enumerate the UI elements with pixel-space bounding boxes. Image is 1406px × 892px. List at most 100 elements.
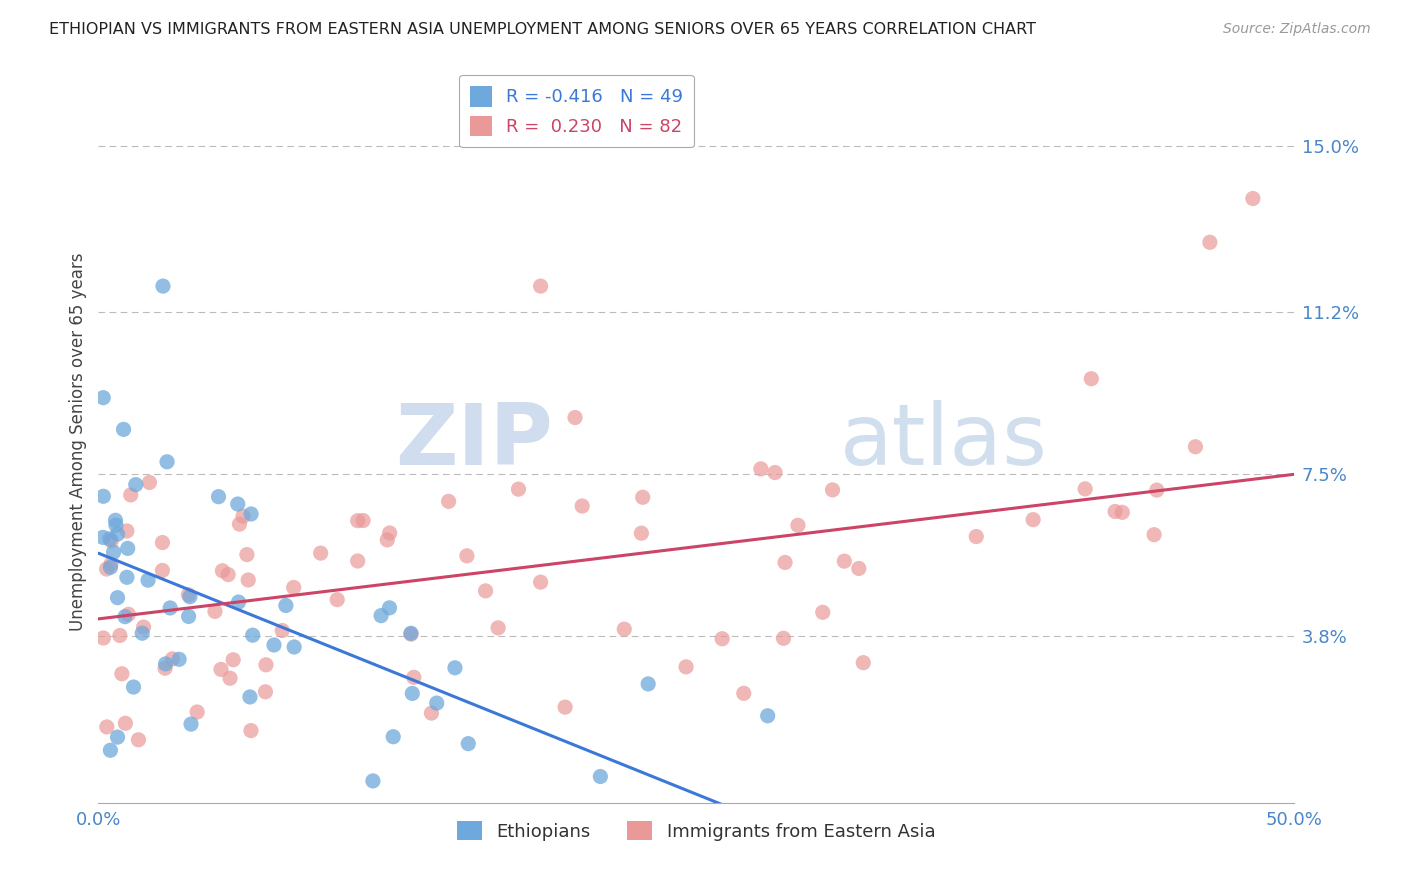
Point xyxy=(114,716,136,731)
Point xyxy=(125,477,148,491)
Point xyxy=(630,526,652,541)
Point xyxy=(474,583,496,598)
Point xyxy=(120,488,142,502)
Point xyxy=(127,732,149,747)
Point xyxy=(613,622,636,636)
Point xyxy=(156,455,179,469)
Point xyxy=(100,533,122,548)
Point xyxy=(399,627,422,641)
Point xyxy=(564,410,586,425)
Point xyxy=(152,279,174,293)
Text: ETHIOPIAN VS IMMIGRANTS FROM EASTERN ASIA UNEMPLOYMENT AMONG SENIORS OVER 65 YEA: ETHIOPIAN VS IMMIGRANTS FROM EASTERN ASI… xyxy=(49,22,1036,37)
Point xyxy=(180,717,202,731)
Point xyxy=(115,524,138,538)
Point xyxy=(848,561,870,575)
Point xyxy=(240,507,263,521)
Point xyxy=(219,671,242,685)
Point xyxy=(98,743,122,757)
Point xyxy=(232,509,254,524)
Point xyxy=(283,581,305,595)
Point xyxy=(1111,505,1133,519)
Point xyxy=(117,541,139,556)
Point xyxy=(773,556,796,570)
Point xyxy=(204,604,226,618)
Point xyxy=(271,624,294,638)
Point xyxy=(326,592,349,607)
Point xyxy=(402,670,425,684)
Point xyxy=(159,601,181,615)
Point xyxy=(1143,527,1166,541)
Point xyxy=(486,621,509,635)
Point xyxy=(1080,372,1102,386)
Point xyxy=(811,605,834,619)
Point xyxy=(401,686,423,700)
Point xyxy=(111,666,134,681)
Point xyxy=(370,608,392,623)
Point xyxy=(378,526,401,541)
Point xyxy=(152,535,174,549)
Point xyxy=(211,564,233,578)
Point xyxy=(104,513,127,527)
Point xyxy=(852,656,875,670)
Point xyxy=(122,680,145,694)
Point xyxy=(530,279,553,293)
Point xyxy=(352,514,374,528)
Point xyxy=(177,588,200,602)
Point xyxy=(179,590,201,604)
Point xyxy=(787,518,810,533)
Point xyxy=(100,560,122,574)
Point xyxy=(309,546,332,560)
Point xyxy=(91,631,114,645)
Point xyxy=(254,657,277,672)
Point xyxy=(382,730,405,744)
Point xyxy=(238,573,260,587)
Point xyxy=(375,533,398,547)
Point xyxy=(457,737,479,751)
Point xyxy=(965,530,987,544)
Point xyxy=(108,628,131,642)
Text: Source: ZipAtlas.com: Source: ZipAtlas.com xyxy=(1223,22,1371,37)
Point xyxy=(263,638,285,652)
Point xyxy=(763,466,786,480)
Point xyxy=(274,599,297,613)
Point xyxy=(1184,440,1206,454)
Point xyxy=(749,462,772,476)
Point xyxy=(378,600,401,615)
Point xyxy=(177,609,200,624)
Point xyxy=(756,708,779,723)
Point xyxy=(631,490,654,504)
Point xyxy=(132,620,155,634)
Point xyxy=(283,640,305,654)
Point xyxy=(426,696,449,710)
Point xyxy=(186,705,208,719)
Point xyxy=(91,391,114,405)
Point xyxy=(153,661,176,675)
Point xyxy=(733,686,755,700)
Point xyxy=(834,554,856,568)
Point xyxy=(346,554,368,568)
Point xyxy=(637,677,659,691)
Point xyxy=(589,770,612,784)
Point xyxy=(675,660,697,674)
Point xyxy=(138,475,160,490)
Point xyxy=(100,558,122,572)
Point xyxy=(456,549,478,563)
Point xyxy=(112,422,135,436)
Point xyxy=(107,527,129,541)
Point xyxy=(217,567,239,582)
Point xyxy=(107,730,129,744)
Point xyxy=(346,514,368,528)
Point xyxy=(107,591,129,605)
Point xyxy=(155,657,177,671)
Point xyxy=(239,690,262,704)
Point xyxy=(115,570,138,584)
Point xyxy=(399,626,422,640)
Point xyxy=(228,595,250,609)
Point xyxy=(114,609,136,624)
Point xyxy=(236,548,259,562)
Legend: Ethiopians, Immigrants from Eastern Asia: Ethiopians, Immigrants from Eastern Asia xyxy=(450,814,942,848)
Point xyxy=(254,685,277,699)
Text: atlas: atlas xyxy=(839,400,1047,483)
Point xyxy=(96,720,118,734)
Point xyxy=(103,545,125,559)
